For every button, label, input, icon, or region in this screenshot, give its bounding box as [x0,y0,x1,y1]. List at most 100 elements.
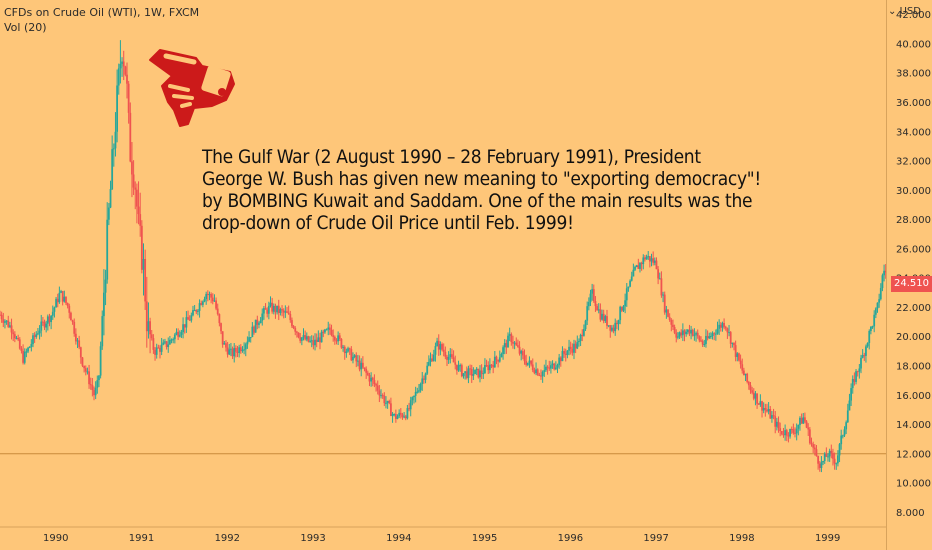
price-axis[interactable]: 42.000 40.000 38.000 36.000 34.000 32.000 30.0… [886,0,932,550]
candle-body [761,401,763,411]
candle-body [418,390,420,392]
candle-body [447,357,450,360]
candle-body [683,330,686,335]
candle-body [531,364,534,371]
candle-body [267,305,270,314]
candle-body [81,357,84,366]
candle-body [738,353,740,361]
candle-body [691,329,694,336]
candle-body [465,371,468,378]
y-tick-label: 32.000 [896,157,931,168]
candle-body [741,364,744,371]
candle-body [662,294,664,296]
y-tick-label: 22.000 [896,303,931,314]
candle-body [287,312,290,315]
candle-body [366,372,369,375]
candle-body [282,310,285,313]
candle-body [23,351,26,363]
candle-body [419,383,422,391]
candle-body [874,308,877,315]
candle-body [99,346,102,376]
candle-body [685,331,688,335]
candle-body [20,348,23,351]
candle-body [485,365,488,367]
candle-body [396,416,399,419]
candle-body [807,427,810,430]
candle-body [60,291,62,293]
candle-body [518,346,521,354]
candle-body [701,341,704,345]
candle-body [644,257,646,260]
y-tick-label: 28.000 [896,215,931,226]
candle-body [597,309,600,311]
candle-body [139,214,142,226]
candle-body [66,302,69,306]
candle-body [324,329,326,333]
candle-body [370,377,373,382]
candle-body [601,313,603,320]
candle-body [61,291,64,302]
candle-body [627,286,630,289]
candle-body [502,347,504,354]
candle-body [620,306,623,311]
candle-body [134,187,137,190]
candle-body [780,431,783,435]
candle-body [332,335,335,337]
y-tick-label: 20.000 [896,332,931,343]
candle-body [487,365,490,371]
candle-body [7,320,10,327]
candle-body [823,453,826,462]
candle-body [665,309,668,313]
indicator-label[interactable]: Vol (20) [4,21,47,34]
candle-body [13,334,16,339]
candle-body [357,360,359,362]
candle-body [353,355,356,357]
candle-body [729,332,732,344]
candle-body [376,385,379,391]
chart-title[interactable]: CFDs on Crude Oil (WTI), 1W, FXCM [4,6,200,19]
candle-body [126,74,128,84]
currency-selector[interactable]: ⌄ USD [888,6,921,17]
candle-body [479,370,481,378]
candle-body [736,353,739,357]
candle-body [55,298,57,308]
candle-body [754,393,757,399]
candle-body [12,332,15,335]
candle-body [640,263,643,265]
candle-body [37,333,39,335]
candle-body [295,331,298,333]
candle-body [629,280,631,287]
candle-body [88,371,90,385]
candle-body [457,365,460,371]
candle-body [546,366,549,368]
candle-body [25,351,28,353]
annotation-line: George W. Bush has given new meaning to … [202,168,761,190]
candle-body [517,345,519,347]
candle-body [429,358,432,363]
candle-body [606,316,608,326]
candle-body [426,365,429,374]
candle-body [521,351,524,356]
candle-body [513,342,516,344]
y-tick-label: 30.000 [896,186,931,197]
y-tick-label: 10.000 [896,479,931,490]
y-tick-label: 36.000 [896,98,931,109]
candle-body [777,421,780,429]
candle-body [101,316,104,347]
candle-body [197,310,199,312]
candle-body [883,270,885,276]
candle-body [348,348,351,350]
candle-body [164,341,166,343]
candle-body [795,428,798,434]
candle-body [705,335,707,344]
candle-body [136,189,138,207]
candle-body [500,353,503,358]
candle-body [320,331,323,343]
candle-body [650,258,653,262]
candle-body [566,350,569,355]
candle-body [625,288,628,301]
candle-body [378,390,381,396]
candle-body [475,368,478,370]
